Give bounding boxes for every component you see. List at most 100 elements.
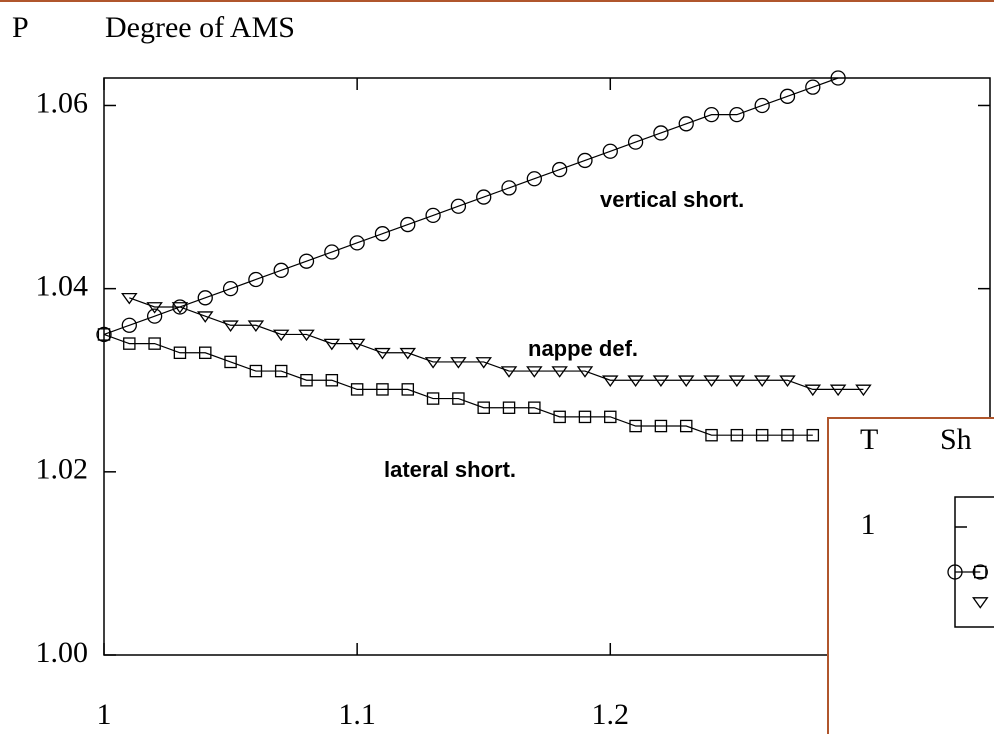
- marker: [273, 262, 289, 278]
- marker: [729, 106, 745, 123]
- marker: [274, 364, 288, 378]
- marker: [576, 366, 594, 378]
- y-tick-label: 1.04: [36, 270, 89, 303]
- marker: [781, 428, 794, 442]
- marker: [806, 428, 820, 442]
- marker: [754, 97, 770, 114]
- marker: [551, 366, 568, 378]
- marker: [855, 384, 872, 397]
- marker: [829, 384, 847, 397]
- marker: [121, 292, 138, 305]
- marker: [123, 337, 136, 350]
- marker: [146, 308, 163, 324]
- marker: [501, 180, 517, 196]
- marker: [476, 189, 492, 205]
- marker: [399, 347, 417, 360]
- y-tick-label: 1: [861, 508, 876, 541]
- marker: [374, 347, 391, 360]
- marker: [450, 357, 467, 369]
- marker: [804, 384, 822, 397]
- series-line: [129, 297, 864, 390]
- marker: [323, 338, 341, 351]
- y-tick-label: 1.06: [36, 86, 89, 119]
- x-tick-label: 1.2: [592, 698, 630, 731]
- marker: [376, 383, 389, 396]
- marker: [604, 410, 617, 424]
- inset-plot: 1: [861, 496, 994, 628]
- annotation: vertical short.: [600, 187, 744, 212]
- marker: [249, 364, 263, 378]
- marker: [426, 392, 440, 405]
- plot-frame: [954, 496, 994, 628]
- marker: [705, 428, 718, 442]
- marker: [528, 401, 541, 414]
- marker: [374, 226, 391, 242]
- inset-title: Sh: [940, 423, 972, 456]
- chart-title: Degree of AMS: [105, 11, 295, 44]
- x-tick-label: 1.1: [338, 698, 376, 731]
- marker: [475, 357, 492, 369]
- marker: [450, 198, 467, 214]
- marker: [974, 565, 987, 579]
- marker: [300, 373, 313, 387]
- marker: [830, 70, 846, 86]
- marker: [753, 375, 771, 387]
- marker: [298, 253, 315, 269]
- marker: [325, 373, 339, 387]
- marker: [552, 161, 568, 178]
- marker: [578, 410, 592, 424]
- marker: [755, 428, 769, 442]
- series-line: [103, 333, 813, 436]
- y-tick-label: 1.02: [36, 453, 89, 486]
- marker: [627, 134, 644, 150]
- marker: [222, 320, 239, 333]
- marker: [298, 329, 315, 342]
- marker: [500, 366, 518, 378]
- marker: [627, 375, 644, 387]
- marker: [196, 311, 214, 323]
- marker: [526, 171, 542, 187]
- series-line: [103, 77, 839, 336]
- y-tick-label: 1.00: [36, 636, 89, 669]
- y-label: P: [12, 11, 29, 44]
- marker: [972, 597, 989, 609]
- marker: [348, 338, 366, 351]
- marker: [424, 357, 442, 369]
- marker: [602, 143, 618, 159]
- marker: [577, 152, 593, 169]
- marker: [730, 428, 744, 442]
- marker: [121, 317, 137, 333]
- marker: [703, 106, 720, 123]
- marker: [677, 375, 695, 387]
- marker: [477, 401, 490, 414]
- marker: [171, 302, 189, 314]
- marker: [629, 419, 642, 433]
- marker: [324, 244, 340, 260]
- marker: [502, 401, 516, 414]
- marker: [146, 302, 163, 314]
- marker: [728, 375, 746, 387]
- marker: [653, 125, 669, 141]
- marker: [148, 337, 161, 350]
- marker: [526, 366, 543, 378]
- marker: [350, 383, 364, 396]
- marker: [224, 355, 237, 369]
- annotation: lateral short.: [384, 457, 516, 482]
- inset-y-label: T: [860, 423, 878, 456]
- inset-panel: [827, 417, 994, 734]
- marker: [678, 116, 694, 132]
- marker: [97, 328, 111, 341]
- marker: [248, 271, 264, 288]
- main-plot: 1.00 1.02 1.04 1.06 1 1.1 1.2: [36, 70, 991, 731]
- marker: [553, 410, 566, 424]
- marker: [197, 290, 213, 306]
- marker: [779, 375, 796, 387]
- marker: [222, 281, 239, 297]
- marker: [947, 564, 963, 580]
- marker: [96, 326, 112, 343]
- x-tick-label: 1: [97, 698, 112, 731]
- marker: [654, 419, 668, 433]
- marker: [652, 375, 670, 387]
- marker: [401, 383, 415, 396]
